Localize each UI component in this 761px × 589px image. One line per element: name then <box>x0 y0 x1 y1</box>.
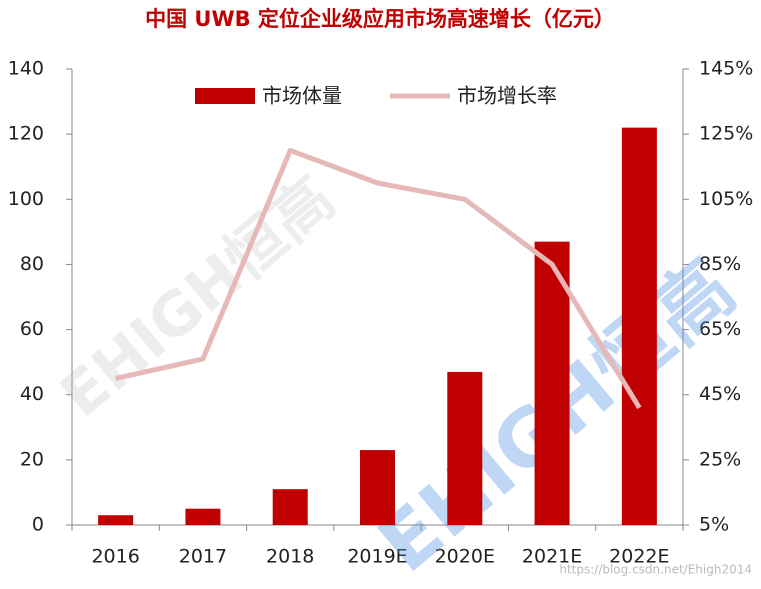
y2-tick-label: 145% <box>699 58 753 80</box>
line <box>115 147 642 410</box>
legend-label: 市场体量 <box>262 84 342 108</box>
y2-tick-label: 45% <box>699 383 741 405</box>
legend-swatch <box>195 88 255 104</box>
x-tick-label: 2019E <box>347 546 407 568</box>
legend-label: 市场增长率 <box>457 84 557 108</box>
bar <box>98 515 134 525</box>
bar <box>447 371 483 525</box>
y-tick-label: 120 <box>8 123 44 145</box>
y2-tick-label: 65% <box>699 318 741 340</box>
source: https://blog.csdn.net/Ehigh2014 <box>559 563 752 577</box>
x-tick-label: 2020E <box>435 546 495 568</box>
bar <box>534 241 570 525</box>
bar <box>360 450 395 525</box>
x-tick-label: 2017 <box>179 546 227 568</box>
watermark: EHIGH恒高 <box>48 164 348 432</box>
y-tick-label: 60 <box>20 318 44 340</box>
y2-tick-label: 105% <box>699 188 753 210</box>
x-tick-label: 2018 <box>266 546 314 568</box>
y2-tick-label: 25% <box>699 448 741 470</box>
bar <box>621 127 657 525</box>
y2-tick-label: 5% <box>699 514 729 536</box>
y-tick-label: 40 <box>20 383 44 405</box>
y2-tick-label: 85% <box>699 253 741 275</box>
bar <box>272 489 308 525</box>
y-tick-label: 140 <box>8 58 44 80</box>
y-tick-label: 80 <box>20 253 44 275</box>
bar <box>185 508 221 525</box>
x-tick-label: 2021E <box>522 546 582 568</box>
y2-tick-label: 125% <box>699 123 753 145</box>
x-tick-label: 2016 <box>91 546 139 568</box>
y-tick-label: 100 <box>8 188 44 210</box>
chart-title: 中国 UWB 定位企业级应用市场高速增长（亿元） <box>145 7 615 31</box>
y-tick-label: 20 <box>20 448 44 470</box>
x-tick-label: 2022E <box>609 546 669 568</box>
y-tick-label: 0 <box>32 514 44 536</box>
